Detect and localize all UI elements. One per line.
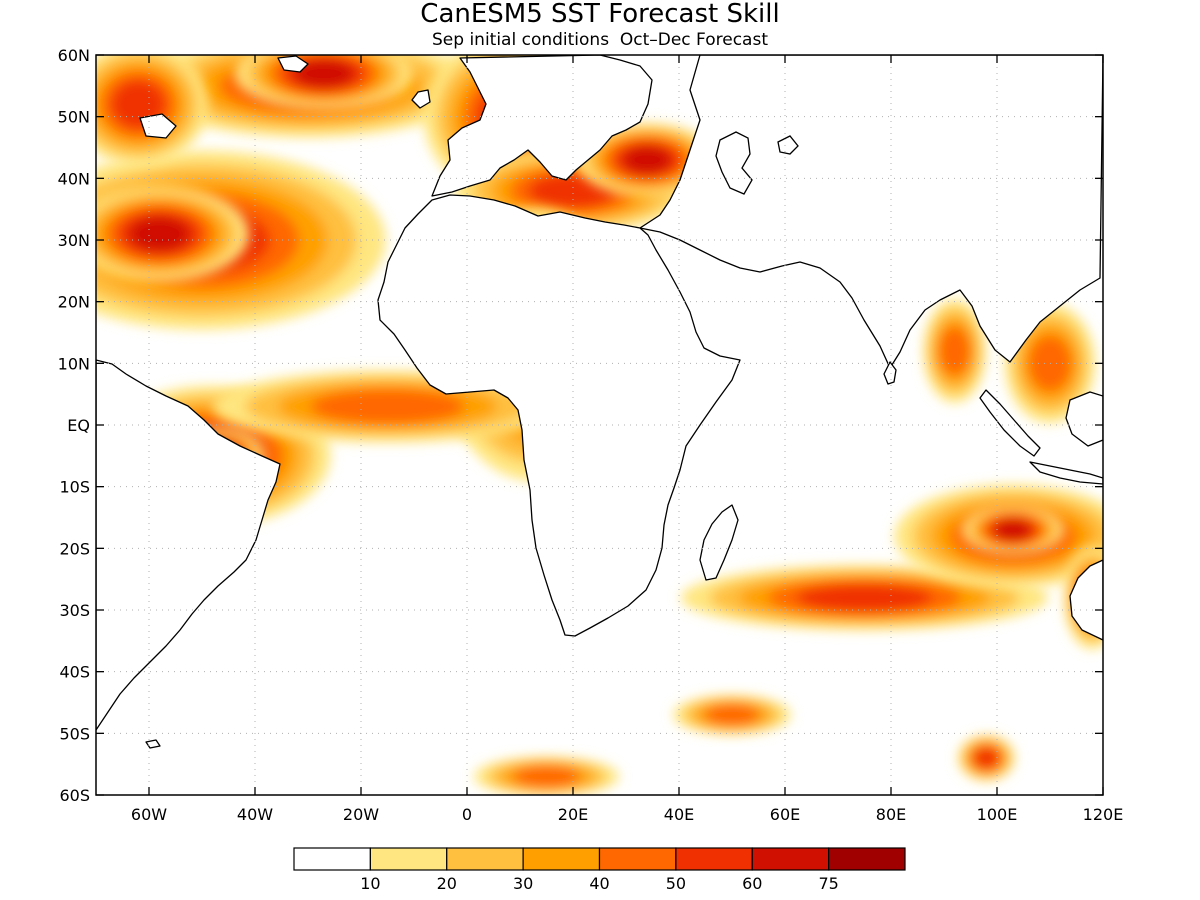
- skill-contour: [310, 388, 465, 425]
- inland-seas: [715, 131, 799, 195]
- y-tick-label: EQ: [67, 416, 90, 435]
- y-tick-label: 10N: [58, 354, 90, 373]
- skill-contour: [938, 326, 971, 376]
- colorbar-swatch: [522, 847, 601, 871]
- skill-contour: [994, 519, 1032, 541]
- skill-contour: [129, 216, 190, 252]
- skill-region-south-indian-band: [680, 565, 1049, 631]
- x-tick-label: 20W: [343, 805, 379, 824]
- colorbar-label: 75: [818, 874, 838, 893]
- x-tick-label: 40E: [664, 805, 694, 824]
- x-tick-label: 60E: [770, 805, 800, 824]
- skill-contour: [796, 583, 933, 612]
- y-tick-label: 20S: [59, 539, 90, 558]
- colorbar-label: 20: [437, 874, 457, 893]
- asia-coastline: [639, 55, 1103, 369]
- skill-region-north-atlantic-subtropics-core: [96, 185, 249, 282]
- colorbar-swatch: [598, 847, 677, 871]
- colorbar: 10 20 30 40 50 60 75: [293, 847, 906, 893]
- iceland-coastline: [277, 55, 309, 73]
- colorbar-label: 50: [666, 874, 686, 893]
- skill-region-southern-ocean-south-atlantic: [474, 756, 619, 795]
- colorbar-label: 60: [742, 874, 762, 893]
- skill-region-north-atlantic-high-lat-core: [234, 55, 414, 111]
- colorbar-swatch: [675, 847, 753, 871]
- borneo-coastline: [1065, 391, 1103, 447]
- sri-lanka-coastline: [883, 361, 897, 385]
- y-tick-label: 30N: [58, 231, 90, 250]
- x-tick-label: 60W: [131, 805, 167, 824]
- java-coastline: [1029, 461, 1103, 485]
- aral-sea: [777, 135, 799, 155]
- y-tick-label: 40N: [58, 169, 90, 188]
- colorbar-swatch: [828, 847, 906, 871]
- skill-shading: [96, 55, 1103, 795]
- colorbar-label: 10: [360, 874, 380, 893]
- map-axes: 60W 40W 20W 0 20E 40E 60E 80E 100E 120E 60N 50N 40N 3…: [58, 46, 1124, 824]
- plot-area: [96, 55, 1103, 795]
- colorbar-swatch: [446, 847, 524, 871]
- caspian-sea: [715, 131, 753, 195]
- ireland-coastline: [411, 89, 431, 109]
- page-subtitle: Sep initial conditions Oct–Dec Forecast: [432, 30, 768, 50]
- skill-contour: [622, 145, 672, 175]
- skill-region-southern-ocean-east: [957, 735, 1015, 781]
- madagascar-coastline: [699, 504, 739, 581]
- skill-contour: [293, 59, 355, 88]
- colorbar-label: 30: [513, 874, 533, 893]
- y-tick-label: 40S: [59, 663, 90, 682]
- y-tick-label: 30S: [59, 601, 90, 620]
- sumatra-coastline: [979, 389, 1041, 457]
- colorbar-swatch: [751, 847, 830, 871]
- newfoundland-coastline: [139, 113, 177, 139]
- colorbar-swatch: [369, 847, 448, 871]
- y-tick-label: 50S: [59, 724, 90, 743]
- skill-contour: [704, 704, 760, 726]
- colorbar-swatch: [293, 847, 371, 871]
- page-title: CanESM5 SST Forecast Skill: [420, 0, 779, 29]
- skill-region-bay-of-bengal: [923, 299, 987, 403]
- x-tick-label: 100E: [977, 805, 1018, 824]
- y-tick-label: 20N: [58, 293, 90, 312]
- x-tick-label: 0: [462, 805, 472, 824]
- x-tick-label: 120E: [1083, 805, 1124, 824]
- south-america-coastline: [96, 359, 281, 731]
- colorbar-label: 40: [589, 874, 609, 893]
- skill-contour: [513, 765, 580, 788]
- australia-coastline: [1069, 559, 1103, 641]
- x-tick-label: 40W: [237, 805, 273, 824]
- x-tick-label: 80E: [876, 805, 906, 824]
- y-tick-label: 10S: [59, 478, 90, 497]
- y-tick-label: 50N: [58, 108, 90, 127]
- skill-region-southern-ocean-indian: [673, 694, 791, 735]
- land-masses: [96, 55, 1103, 749]
- x-tick-label: 20E: [558, 805, 588, 824]
- skill-region-south-indian-east-core: [961, 503, 1065, 556]
- y-tick-label: 60N: [58, 46, 90, 65]
- skill-contour: [973, 747, 1000, 769]
- europe-coastline: [431, 55, 653, 197]
- y-tick-label: 60S: [59, 786, 90, 805]
